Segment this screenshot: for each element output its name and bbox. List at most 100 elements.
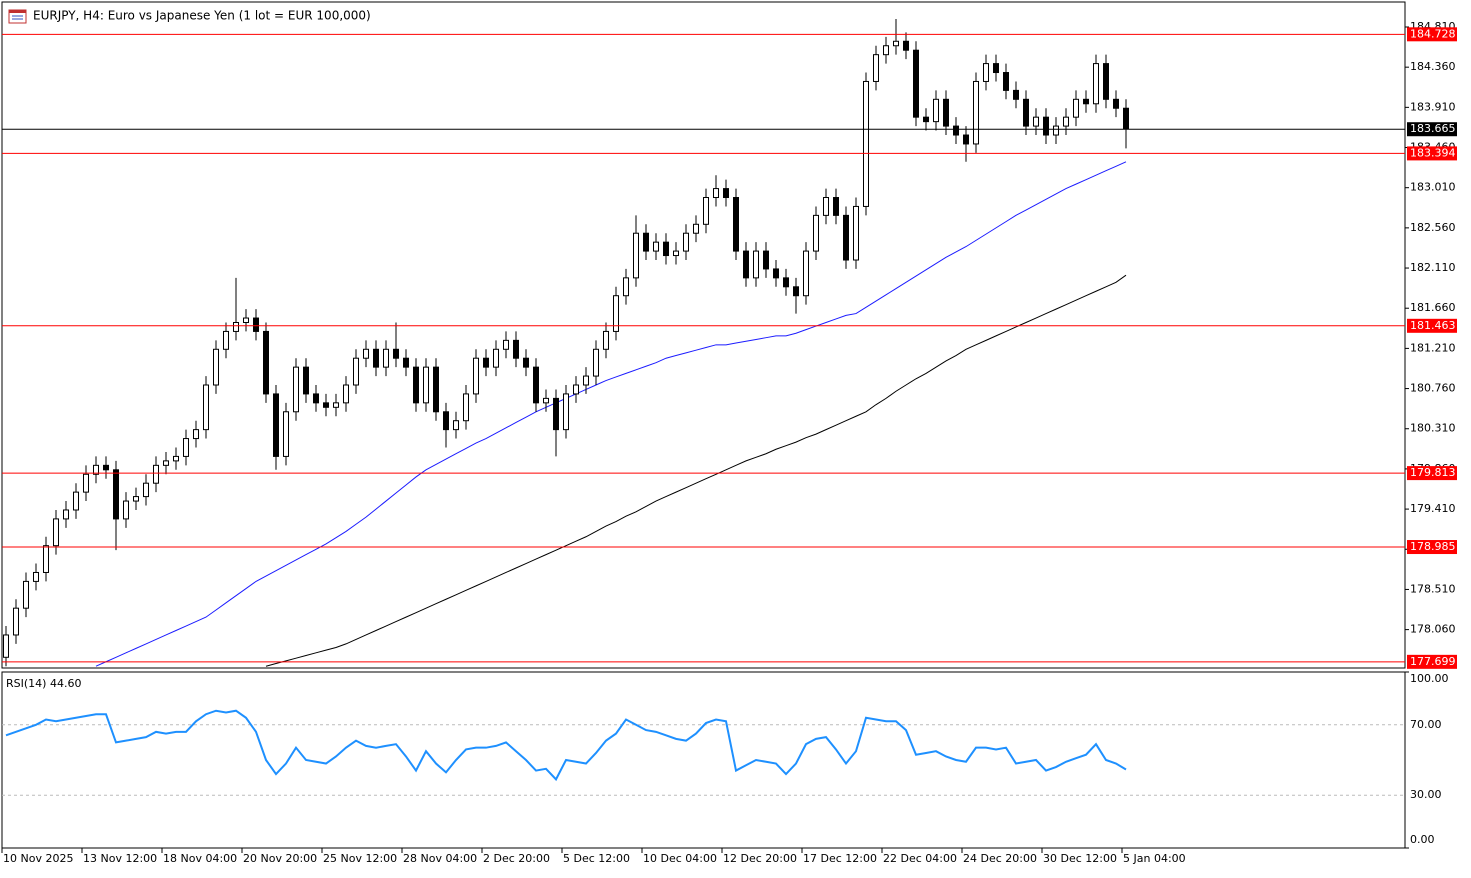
candle-body	[13, 607, 19, 636]
y-tick-label: 181.660	[1410, 301, 1456, 314]
candle-body	[633, 232, 639, 279]
candle-body	[743, 250, 749, 279]
candle-body	[113, 469, 119, 520]
y-tick-label: 183.010	[1410, 181, 1456, 194]
candle-body	[143, 482, 149, 498]
y-tick-label: 70.00	[1410, 718, 1442, 731]
candle-body	[193, 429, 199, 440]
candle-body	[1043, 116, 1049, 136]
candle-body	[473, 357, 479, 395]
candle-body	[783, 277, 789, 288]
candle-body	[313, 393, 319, 404]
level-label: 184.728	[1410, 27, 1456, 40]
x-tick-label: 10 Nov 2025	[3, 852, 73, 865]
candle-body	[333, 402, 339, 408]
y-tick-label: 100.00	[1410, 672, 1449, 685]
level-label-bg	[1407, 654, 1457, 669]
level-label: 177.699	[1410, 655, 1456, 668]
candle-body	[593, 348, 599, 377]
candle-body	[883, 45, 889, 56]
candle-body	[533, 366, 539, 404]
rsi-pane	[1, 671, 1406, 849]
x-tick-label: 30 Dec 12:00	[1043, 852, 1117, 865]
candle-body	[273, 393, 279, 457]
candle-body	[833, 197, 839, 216]
candle-body	[363, 348, 369, 359]
candle-body	[933, 98, 939, 123]
x-tick-label: 12 Dec 20:00	[723, 852, 797, 865]
candle-body	[923, 116, 929, 123]
candle-body	[843, 214, 849, 261]
level-label: 181.463	[1410, 319, 1456, 332]
candle-body	[253, 317, 259, 332]
candle-body	[153, 464, 159, 484]
candle-body	[283, 411, 289, 457]
candle-body	[83, 473, 89, 493]
candle-body	[1013, 89, 1019, 100]
candle-body	[973, 80, 979, 145]
level-label-bg	[1407, 466, 1457, 481]
y-tick-label: 181.210	[1410, 341, 1456, 354]
candle-body	[763, 250, 769, 270]
candle-body	[493, 348, 499, 368]
candle-body	[1123, 107, 1129, 130]
candle-body	[63, 509, 69, 520]
candle-body	[543, 397, 549, 404]
candle-body	[1093, 63, 1099, 105]
x-tick-label: 25 Nov 12:00	[323, 852, 397, 865]
y-tick-label: 180.760	[1410, 382, 1456, 395]
y-tick-label: 183.910	[1410, 100, 1456, 113]
candle-body	[133, 496, 139, 502]
candle-body	[103, 464, 109, 471]
candle-body	[953, 125, 959, 136]
y-tick-label: 182.110	[1410, 261, 1456, 274]
candle-body	[673, 250, 679, 257]
candle-body	[343, 384, 349, 404]
x-tick-label: 5 Jan 04:00	[1123, 852, 1186, 865]
candle-body	[653, 241, 659, 252]
candle-body	[1053, 125, 1059, 136]
candle-body	[573, 384, 579, 395]
candle-body	[3, 634, 9, 658]
candle-body	[983, 63, 989, 82]
candle-body	[1103, 63, 1109, 100]
candle-body	[823, 197, 829, 216]
x-tick-label: 17 Dec 12:00	[803, 852, 877, 865]
candle-body	[383, 348, 389, 368]
candle-body	[183, 438, 189, 457]
candle-body	[303, 366, 309, 395]
candle-body	[1063, 116, 1069, 127]
price-pane	[1, 1, 1406, 669]
x-tick-label: 20 Nov 20:00	[243, 852, 317, 865]
y-tick-label: 0.00	[1410, 833, 1435, 846]
candle-body	[203, 384, 209, 431]
candle-body	[713, 188, 719, 199]
candle-body	[1073, 98, 1079, 118]
candle-body	[93, 464, 99, 475]
candle-body	[353, 357, 359, 386]
candle-body	[583, 375, 589, 386]
x-tick-label: 24 Dec 20:00	[963, 852, 1037, 865]
last-price-bg	[1407, 122, 1457, 137]
candle-body	[853, 205, 859, 261]
candle-body	[223, 330, 229, 350]
candle-body	[753, 250, 759, 279]
candle-body	[393, 348, 399, 359]
y-tick-label: 30.00	[1410, 788, 1442, 801]
candle-body	[163, 460, 169, 466]
candle-body	[293, 366, 299, 413]
y-tick-label: 179.410	[1410, 502, 1456, 515]
chart-title: EURJPY, H4: Euro vs Japanese Yen (1 lot …	[33, 9, 371, 23]
candle-body	[483, 357, 489, 368]
candle-body	[23, 580, 29, 609]
candle-body	[643, 232, 649, 252]
candle-body	[873, 54, 879, 82]
candle-body	[1113, 98, 1119, 109]
level-label-bg	[1407, 27, 1457, 42]
candle-body	[553, 397, 559, 431]
level-label-bg	[1407, 540, 1457, 555]
candle-body	[403, 357, 409, 368]
candle-body	[233, 322, 239, 332]
